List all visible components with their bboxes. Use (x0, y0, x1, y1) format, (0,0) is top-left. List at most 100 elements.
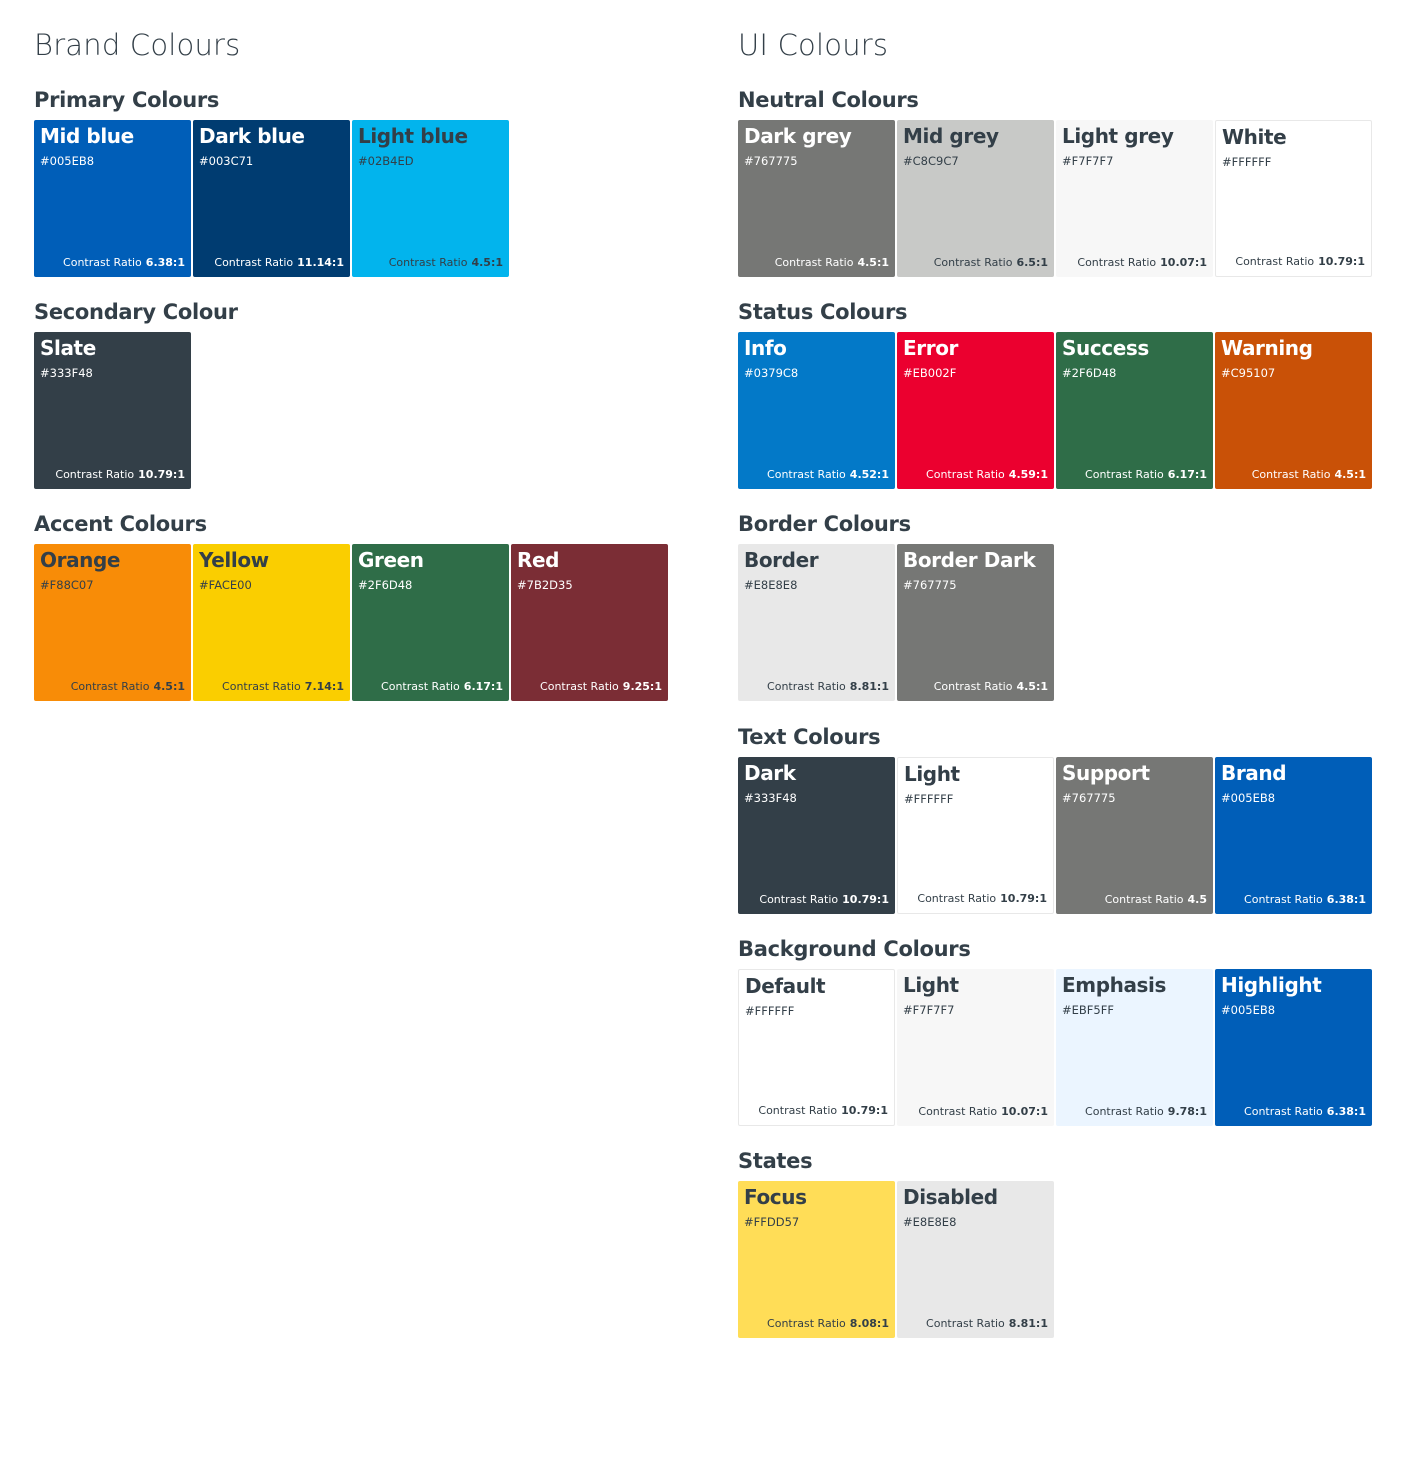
swatch-hex: #767775 (1062, 791, 1116, 805)
swatch-row: Default #FFFFFF Contrast Ratio 10.79:1 Li… (738, 969, 1372, 1126)
swatch-hex: #FFFFFF (745, 1004, 795, 1018)
swatch-contrast: Contrast Ratio 4.5:1 (934, 680, 1048, 693)
contrast-value: 10.79:1 (138, 468, 185, 481)
swatch-red: Red #7B2D35 Contrast Ratio 9.25:1 (511, 544, 668, 701)
swatch-name: Light (903, 973, 959, 997)
swatch-row: Info #0379C8 Contrast Ratio 4.52:1 Error … (738, 332, 1372, 489)
swatch-white: White #FFFFFF Contrast Ratio 10.79:1 (1215, 120, 1372, 277)
contrast-value: 6.38:1 (1326, 1105, 1366, 1118)
swatch-contrast: Contrast Ratio 10.79:1 (917, 892, 1047, 905)
swatch-name: Light grey (1062, 124, 1174, 148)
contrast-label: Contrast Ratio (1251, 468, 1331, 481)
swatch-row: Orange #F88C07 Contrast Ratio 4.5:1 Yello… (34, 544, 668, 701)
contrast-label: Contrast Ratio (759, 893, 839, 906)
contrast-value: 6.38:1 (145, 256, 185, 269)
contrast-label: Contrast Ratio (917, 892, 997, 905)
swatch-row: Border #E8E8E8 Contrast Ratio 8.81:1 Bord… (738, 544, 1054, 701)
swatch-name: Warning (1221, 336, 1313, 360)
swatch-name: Success (1062, 336, 1149, 360)
swatch-contrast: Contrast Ratio 7.14:1 (222, 680, 344, 693)
contrast-label: Contrast Ratio (1235, 255, 1315, 268)
swatch-contrast: Contrast Ratio 4.5:1 (775, 256, 889, 269)
swatch-name: Focus (744, 1185, 807, 1209)
contrast-label: Contrast Ratio (63, 256, 142, 269)
contrast-label: Contrast Ratio (1244, 893, 1323, 906)
swatch-hex: #F7F7F7 (1062, 154, 1114, 168)
swatch-disabled: Disabled #E8E8E8 Contrast Ratio 8.81:1 (897, 1181, 1054, 1338)
swatch-name: Green (358, 548, 424, 572)
contrast-label: Contrast Ratio (388, 256, 468, 269)
contrast-value: 4.5:1 (153, 680, 185, 693)
swatch-name: Light blue (358, 124, 468, 148)
swatch-hex: #E8E8E8 (744, 578, 798, 592)
contrast-value: 10.79:1 (842, 893, 889, 906)
accent-colours-section: Accent Colours Orange #F88C07 Contrast R… (34, 512, 668, 701)
states-section: States Focus #FFDD57 Contrast Ratio 8.08:… (738, 1149, 1054, 1338)
section-title: Background Colours (738, 937, 971, 961)
contrast-label: Contrast Ratio (1077, 256, 1157, 269)
swatch-name: Slate (40, 336, 96, 360)
contrast-label: Contrast Ratio (70, 680, 150, 693)
swatch-hex: #767775 (744, 154, 798, 168)
swatch-hex: #E8E8E8 (903, 1215, 957, 1229)
swatch-name: Light (904, 762, 960, 786)
swatch-contrast: Contrast Ratio 8.81:1 (767, 680, 889, 693)
swatch-name: Error (903, 336, 958, 360)
swatch-hex: #F7F7F7 (903, 1003, 955, 1017)
swatch-contrast: Contrast Ratio 10.07:1 (918, 1105, 1048, 1118)
swatch-contrast: Contrast Ratio 10.79:1 (758, 1104, 888, 1117)
swatch-border: Border #E8E8E8 Contrast Ratio 8.81:1 (738, 544, 895, 701)
swatch-row: Mid blue #005EB8 Contrast Ratio 6.38:1 Da… (34, 120, 509, 277)
swatch-name: Mid blue (40, 124, 134, 148)
swatch-name: White (1222, 125, 1287, 149)
swatch-contrast: Contrast Ratio 10.79:1 (759, 893, 889, 906)
contrast-label: Contrast Ratio (1085, 468, 1164, 481)
swatch-hex: #003C71 (199, 154, 254, 168)
swatch-warning: Warning #C95107 Contrast Ratio 4.5:1 (1215, 332, 1372, 489)
contrast-value: 10.07:1 (1001, 1105, 1048, 1118)
swatch-contrast: Contrast Ratio 6.38:1 (1244, 893, 1366, 906)
swatch-light-grey: Light grey #F7F7F7 Contrast Ratio 10.07:1 (1056, 120, 1213, 277)
contrast-value: 4.5:1 (1016, 680, 1048, 693)
swatch-mid-grey: Mid grey #C8C9C7 Contrast Ratio 6.5:1 (897, 120, 1054, 277)
swatch-contrast: Contrast Ratio 6.38:1 (1244, 1105, 1366, 1118)
contrast-value: 6.5:1 (1016, 256, 1048, 269)
swatch-bg-light: Light #F7F7F7 Contrast Ratio 10.07:1 (897, 969, 1054, 1126)
swatch-contrast: Contrast Ratio 4.5 (1105, 893, 1207, 906)
contrast-label: Contrast Ratio (774, 256, 854, 269)
swatch-info: Info #0379C8 Contrast Ratio 4.52:1 (738, 332, 895, 489)
swatch-hex: #F88C07 (40, 578, 94, 592)
background-colours-section: Background Colours Default #FFFFFF Contr… (738, 937, 1372, 1126)
neutral-colours-section: Neutral Colours Dark grey #767775 Contra… (738, 88, 1372, 277)
swatch-hex: #FFDD57 (744, 1215, 800, 1229)
swatch-contrast: Contrast Ratio 6.38:1 (63, 256, 185, 269)
swatch-name: Default (745, 974, 826, 998)
swatch-name: Orange (40, 548, 121, 572)
contrast-value: 8.81:1 (849, 680, 889, 693)
contrast-label: Contrast Ratio (540, 680, 619, 693)
swatch-contrast: Contrast Ratio 4.52:1 (767, 468, 889, 481)
swatch-contrast: Contrast Ratio 9.78:1 (1085, 1105, 1207, 1118)
swatch-hex: #2F6D48 (358, 578, 413, 592)
swatch-hex: #333F48 (40, 366, 93, 380)
swatch-name: Highlight (1221, 973, 1322, 997)
contrast-label: Contrast Ratio (767, 468, 846, 481)
swatch-name: Mid grey (903, 124, 999, 148)
contrast-label: Contrast Ratio (933, 256, 1013, 269)
contrast-value: 11.14:1 (297, 256, 344, 269)
swatch-hex: #C95107 (1221, 366, 1276, 380)
swatch-hex: #005EB8 (40, 154, 95, 168)
swatch-hex: #EBF5FF (1062, 1003, 1114, 1017)
contrast-value: 9.78:1 (1167, 1105, 1207, 1118)
swatch-green: Green #2F6D48 Contrast Ratio 6.17:1 (352, 544, 509, 701)
swatch-row: Dark grey #767775 Contrast Ratio 4.5:1 Mi… (738, 120, 1372, 277)
swatch-name: Dark (744, 761, 796, 785)
swatch-contrast: Contrast Ratio 10.79:1 (1235, 255, 1365, 268)
contrast-label: Contrast Ratio (222, 680, 301, 693)
swatch-text-support: Support #767775 Contrast Ratio 4.5 (1056, 757, 1213, 914)
contrast-value: 4.5:1 (471, 256, 503, 269)
swatch-row: Slate #333F48 Contrast Ratio 10.79:1 (34, 332, 191, 489)
contrast-value: 4.5:1 (1334, 468, 1366, 481)
swatch-contrast: Contrast Ratio 10.79:1 (55, 468, 185, 481)
contrast-value: 8.08:1 (849, 1317, 889, 1330)
